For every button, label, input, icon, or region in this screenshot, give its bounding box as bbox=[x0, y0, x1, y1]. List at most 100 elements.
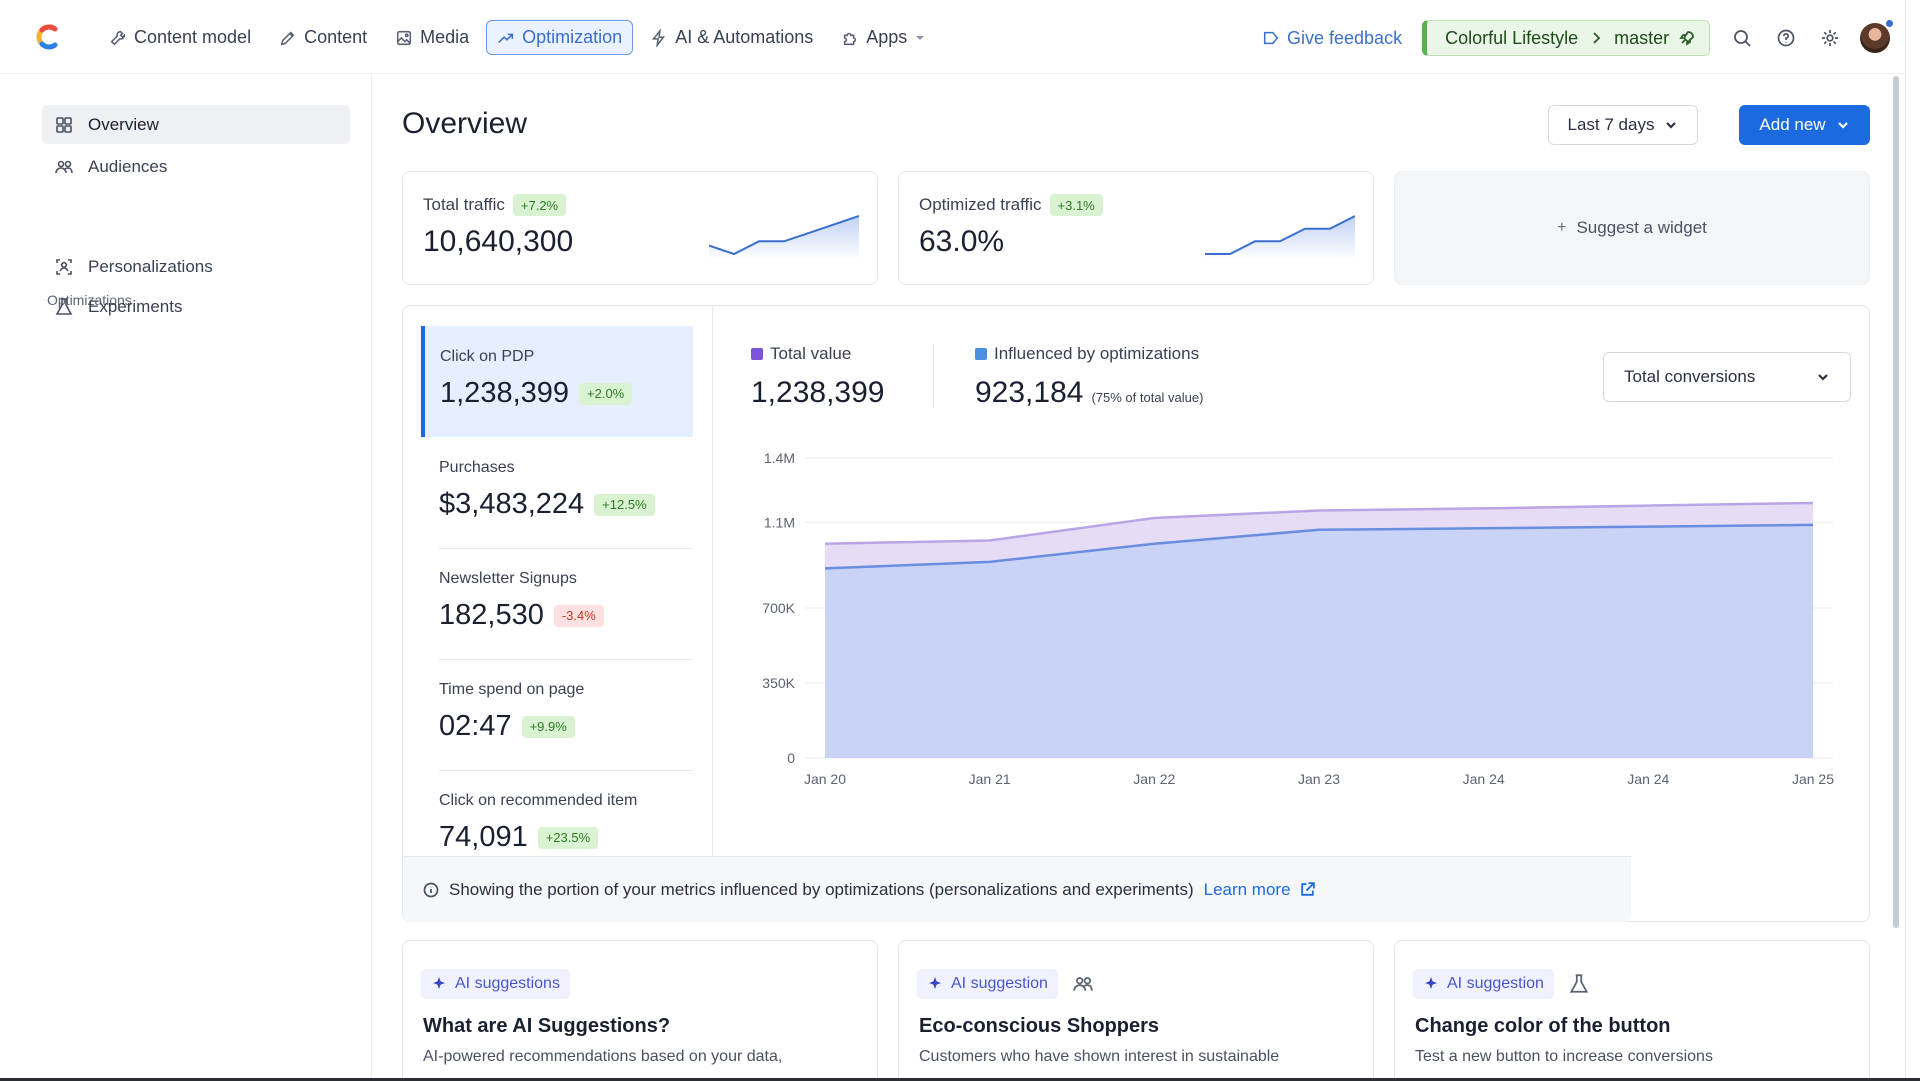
ai-tag-label: AI suggestions bbox=[455, 975, 560, 992]
page-scrollbar[interactable] bbox=[1893, 76, 1899, 928]
sparkline-chart bbox=[1205, 215, 1355, 260]
x-tick-label: Jan 21 bbox=[969, 771, 1011, 787]
x-tick-label: Jan 24 bbox=[1463, 771, 1505, 787]
change-badge: +12.5% bbox=[594, 493, 655, 516]
pen-icon bbox=[280, 31, 295, 45]
x-tick-label: Jan 20 bbox=[804, 771, 846, 787]
environment-name: master bbox=[1614, 27, 1670, 48]
personalization-icon bbox=[56, 258, 72, 275]
conversions-area-chart: 0 350K 700K 1.1M 1.4M Jan 20 Jan 21 Jan 22 Jan 2… bbox=[762, 450, 1834, 787]
x-tick-label: Jan 25 bbox=[1792, 771, 1834, 787]
sidebar-item-label: Audiences bbox=[88, 156, 168, 176]
flask-icon bbox=[55, 297, 73, 315]
legend-value: 923,184 bbox=[975, 376, 1084, 409]
kpi-label: Total traffic bbox=[423, 195, 505, 214]
search-button[interactable] bbox=[1730, 26, 1754, 50]
x-tick-label: Jan 24 bbox=[1627, 771, 1669, 787]
metric-value: 74,091 bbox=[439, 821, 528, 853]
sidebar-section-title: Optimizations bbox=[47, 292, 132, 308]
learn-more-link[interactable]: Learn more bbox=[1204, 880, 1316, 900]
kpi-value: 63.0% bbox=[919, 225, 1005, 258]
feedback-icon bbox=[1263, 31, 1279, 45]
metric-value: 1,238,399 bbox=[440, 377, 570, 409]
chevron-right-icon bbox=[1593, 32, 1601, 44]
info-icon bbox=[423, 882, 439, 897]
ai-card-description: Test a new button to increase conversion… bbox=[1415, 1048, 1713, 1065]
sidebar-item-audiences[interactable]: Audiences bbox=[42, 147, 350, 186]
ai-tag-label: AI suggestion bbox=[951, 975, 1048, 992]
date-range-dropdown[interactable]: Last 7 days bbox=[1548, 105, 1698, 145]
user-avatar[interactable] bbox=[1860, 19, 1895, 53]
change-badge: +2.0% bbox=[579, 382, 633, 405]
metric-value: 182,530 bbox=[439, 599, 544, 631]
nav-label: Apps bbox=[866, 27, 908, 47]
sidebar-item-label: Overview bbox=[88, 114, 159, 134]
sparkle-icon bbox=[929, 977, 941, 989]
sparkline-line bbox=[1205, 215, 1355, 255]
metric-click-on-pdp[interactable]: Click on PDP 1,238,399 +2.0% bbox=[421, 326, 693, 437]
info-banner: Showing the portion of your metrics infl… bbox=[403, 856, 1631, 922]
metric-purchases[interactable]: Purchases $3,483,224 +12.5% bbox=[421, 437, 693, 521]
legend-value: 1,238,399 bbox=[751, 376, 885, 409]
nav-label: Content bbox=[304, 27, 368, 47]
metric-list: Click on PDP 1,238,399 +2.0% Purchases $3… bbox=[403, 306, 713, 856]
plus-icon: + bbox=[1557, 219, 1567, 236]
divider bbox=[439, 548, 693, 549]
chevron-down-icon bbox=[916, 35, 925, 40]
help-button[interactable] bbox=[1774, 26, 1798, 50]
sidebar-item-experiments[interactable]: Experiments bbox=[42, 287, 350, 326]
change-badge: +7.2% bbox=[512, 194, 567, 216]
nav-media[interactable]: Media bbox=[384, 20, 480, 55]
space-environment-switcher[interactable]: Colorful Lifestyle master bbox=[1422, 20, 1711, 56]
notification-dot bbox=[1885, 19, 1895, 28]
ai-suggestion-card[interactable]: AI suggestion Eco-conscious Shoppers Cus… bbox=[898, 940, 1374, 1081]
ai-suggestion-card[interactable]: AI suggestion Change color of the button… bbox=[1394, 940, 1870, 1081]
ai-suggestion-card[interactable]: AI suggestions What are AI Suggestions? … bbox=[402, 940, 878, 1081]
nav-optimization[interactable]: Optimization bbox=[486, 20, 634, 55]
y-tick-label: 0 bbox=[787, 750, 795, 766]
puzzle-icon bbox=[844, 32, 857, 45]
grid-icon bbox=[56, 116, 72, 133]
feedback-label: Give feedback bbox=[1287, 27, 1403, 48]
external-link-icon bbox=[1300, 882, 1315, 896]
give-feedback-link[interactable]: Give feedback bbox=[1262, 21, 1402, 56]
legend-label: Influenced by optimizations bbox=[994, 344, 1200, 363]
metric-click-on-recommended-item[interactable]: Click on recommended item 74,091 +23.5% bbox=[421, 770, 693, 854]
ai-card-description: Customers who have shown interest in sus… bbox=[919, 1048, 1280, 1065]
metric-label: Newsletter Signups bbox=[439, 570, 577, 587]
nav-ai-automations[interactable]: AI & Automations bbox=[639, 20, 824, 55]
ai-card-title: What are AI Suggestions? bbox=[423, 1015, 671, 1037]
metric-newsletter-signups[interactable]: Newsletter Signups 182,530 -3.4% bbox=[421, 548, 693, 632]
ai-suggestion-tag: AI suggestion bbox=[917, 969, 1058, 999]
top-navigation: Content model Content Media Optimization… bbox=[0, 0, 1920, 74]
ai-card-description: AI-powered recommendations based on your… bbox=[423, 1048, 783, 1065]
metric-label: Purchases bbox=[439, 459, 515, 476]
y-tick-label: 700K bbox=[762, 600, 795, 616]
divider bbox=[439, 770, 693, 771]
ai-card-title: Eco-conscious Shoppers bbox=[919, 1015, 1160, 1037]
legend-influenced: Influenced by optimizations 923,184 (75% … bbox=[975, 344, 1203, 410]
y-tick-label: 1.4M bbox=[764, 450, 795, 466]
sparkle-icon bbox=[433, 977, 445, 989]
nav-content[interactable]: Content bbox=[268, 20, 378, 55]
suggest-widget-card[interactable]: + Suggest a widget bbox=[1394, 171, 1870, 285]
sidebar-item-overview[interactable]: Overview bbox=[42, 105, 350, 144]
y-tick-label: 350K bbox=[762, 675, 795, 691]
sidebar: Overview Audiences Optimizations Persona… bbox=[0, 74, 372, 1081]
settings-button[interactable] bbox=[1818, 26, 1842, 50]
x-tick-label: Jan 23 bbox=[1298, 771, 1340, 787]
metric-value: $3,483,224 bbox=[439, 488, 585, 520]
contentful-logo-icon[interactable] bbox=[34, 22, 64, 52]
nav-content-model[interactable]: Content model bbox=[98, 20, 262, 55]
select-value: Total conversions bbox=[1624, 367, 1756, 386]
nav-apps[interactable]: Apps bbox=[830, 20, 937, 55]
chevron-down-icon bbox=[1837, 122, 1848, 129]
add-new-label: Add new bbox=[1759, 115, 1826, 134]
sparkline-area bbox=[1205, 216, 1355, 260]
add-new-button[interactable]: Add new bbox=[1739, 105, 1870, 145]
sidebar-item-personalizations[interactable]: Personalizations bbox=[42, 247, 350, 286]
chevron-down-icon bbox=[1818, 374, 1828, 381]
conversion-metric-select[interactable]: Total conversions bbox=[1603, 352, 1851, 402]
metric-time-spend-on-page[interactable]: Time spend on page 02:47 +9.9% bbox=[421, 659, 693, 743]
rocket-icon bbox=[1679, 31, 1695, 46]
